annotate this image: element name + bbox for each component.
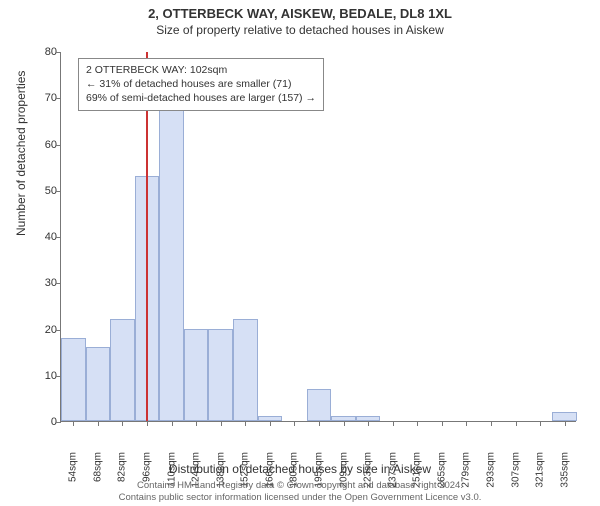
y-tick-label: 70 <box>23 92 57 104</box>
histogram-bar <box>110 319 135 421</box>
info-line-2: ← 31% of detached houses are smaller (71… <box>86 77 316 91</box>
x-tick-mark <box>368 421 369 426</box>
x-tick-mark <box>319 421 320 426</box>
x-tick-mark <box>270 421 271 426</box>
x-tick-mark <box>393 421 394 426</box>
y-tick-mark <box>56 283 61 284</box>
footer: Contains HM Land Registry data © Crown c… <box>0 480 600 504</box>
x-tick-mark <box>344 421 345 426</box>
chart-area: 0102030405060708054sqm68sqm82sqm96sqm110… <box>60 52 576 422</box>
y-tick-label: 80 <box>23 46 57 58</box>
footer-line-2: Contains public sector information licen… <box>0 492 600 504</box>
y-tick-label: 0 <box>23 416 57 428</box>
x-axis-label: Distribution of detached houses by size … <box>0 462 600 476</box>
y-tick-label: 50 <box>23 185 57 197</box>
histogram-bar <box>159 107 184 422</box>
info-box: 2 OTTERBECK WAY: 102sqm ← 31% of detache… <box>78 58 324 111</box>
y-tick-label: 40 <box>23 231 57 243</box>
y-tick-label: 10 <box>23 370 57 382</box>
x-tick-mark <box>221 421 222 426</box>
y-tick-label: 20 <box>23 324 57 336</box>
y-tick-mark <box>56 145 61 146</box>
y-tick-mark <box>56 422 61 423</box>
x-tick-mark <box>565 421 566 426</box>
info-line-1: 2 OTTERBECK WAY: 102sqm <box>86 63 316 77</box>
footer-line-1: Contains HM Land Registry data © Crown c… <box>0 480 600 492</box>
x-tick-mark <box>147 421 148 426</box>
y-tick-label: 30 <box>23 277 57 289</box>
y-tick-mark <box>56 237 61 238</box>
x-tick-mark <box>172 421 173 426</box>
x-tick-mark <box>442 421 443 426</box>
x-tick-mark <box>196 421 197 426</box>
y-tick-mark <box>56 98 61 99</box>
x-tick-mark <box>122 421 123 426</box>
histogram-bar <box>208 329 233 422</box>
histogram-bar <box>184 329 209 422</box>
x-tick-mark <box>466 421 467 426</box>
x-tick-mark <box>491 421 492 426</box>
x-tick-mark <box>516 421 517 426</box>
histogram-bar <box>552 412 577 421</box>
title-main: 2, OTTERBECK WAY, AISKEW, BEDALE, DL8 1X… <box>0 6 600 21</box>
y-tick-mark <box>56 191 61 192</box>
x-tick-mark <box>245 421 246 426</box>
x-tick-mark <box>98 421 99 426</box>
x-tick-mark <box>540 421 541 426</box>
x-tick-mark <box>417 421 418 426</box>
title-sub: Size of property relative to detached ho… <box>0 23 600 37</box>
histogram-bar <box>61 338 86 421</box>
histogram-bar <box>233 319 258 421</box>
histogram-bar <box>307 389 332 421</box>
x-tick-mark <box>294 421 295 426</box>
x-tick-mark <box>73 421 74 426</box>
y-tick-mark <box>56 330 61 331</box>
y-tick-label: 60 <box>23 139 57 151</box>
y-tick-mark <box>56 52 61 53</box>
info-line-3: 69% of semi-detached houses are larger (… <box>86 91 316 105</box>
histogram-bar <box>86 347 111 421</box>
